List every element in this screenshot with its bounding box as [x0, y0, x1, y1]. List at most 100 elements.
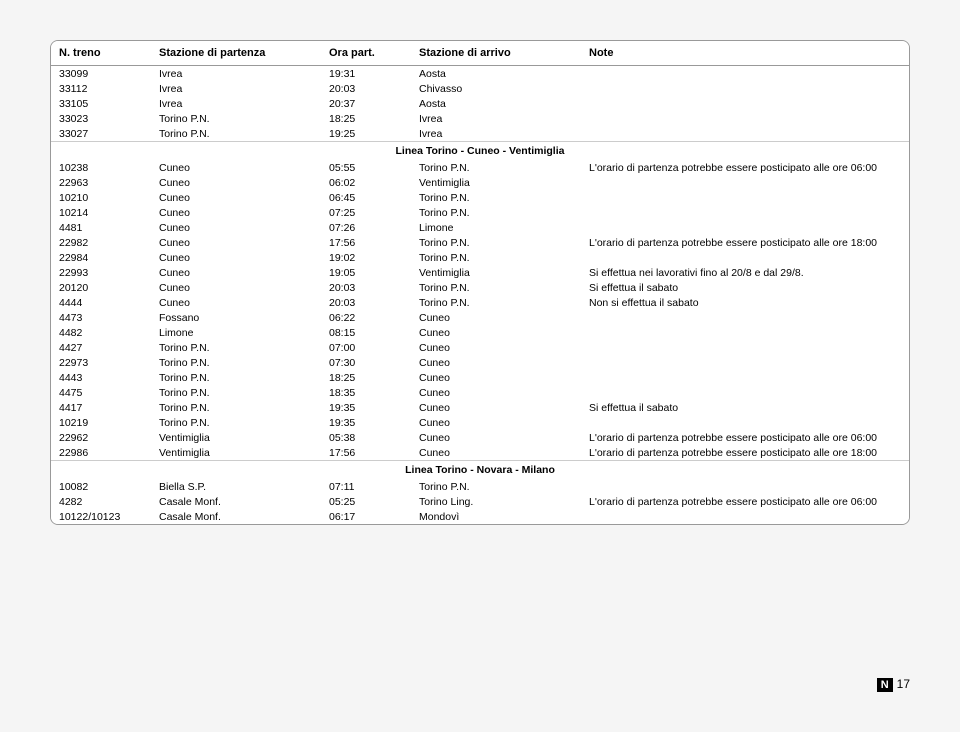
table-row: 10210Cuneo06:45Torino P.N.	[51, 190, 909, 205]
cell-c1: 10219	[51, 415, 151, 430]
cell-c5	[581, 175, 909, 178]
cell-c3: 08:15	[321, 325, 411, 340]
cell-c4: Torino P.N.	[411, 280, 581, 295]
cell-c4: Cuneo	[411, 310, 581, 325]
cell-c5: Si effettua il sabato	[581, 400, 909, 415]
cell-c3: 05:25	[321, 494, 411, 509]
cell-c5	[581, 310, 909, 313]
table-row: 10122/10123Casale Monf.06:17Mondovì	[51, 509, 909, 524]
header-partenza: Stazione di partenza	[151, 41, 321, 65]
cell-c4: Limone	[411, 220, 581, 235]
cell-c3: 07:30	[321, 355, 411, 370]
cell-c4: Cuneo	[411, 325, 581, 340]
cell-c1: 4282	[51, 494, 151, 509]
cell-c3: 18:25	[321, 111, 411, 126]
cell-c5	[581, 111, 909, 114]
table-row: 4444Cuneo20:03Torino P.N.Non si effettua…	[51, 295, 909, 310]
timetable: N. treno Stazione di partenza Ora part. …	[50, 40, 910, 525]
cell-c2: Ivrea	[151, 66, 321, 81]
cell-c3: 06:45	[321, 190, 411, 205]
cell-c2: Torino P.N.	[151, 400, 321, 415]
cell-c2: Ivrea	[151, 96, 321, 111]
cell-c2: Torino P.N.	[151, 355, 321, 370]
cell-c4: Chivasso	[411, 81, 581, 96]
cell-c5	[581, 81, 909, 84]
cell-c4: Mondovì	[411, 509, 581, 524]
cell-c3: 20:03	[321, 280, 411, 295]
cell-c2: Torino P.N.	[151, 415, 321, 430]
table-row: 22973Torino P.N.07:30Cuneo	[51, 355, 909, 370]
cell-c4: Ventimiglia	[411, 175, 581, 190]
table-row: 22993Cuneo19:05VentimigliaSi effettua ne…	[51, 265, 909, 280]
cell-c2: Cuneo	[151, 235, 321, 250]
cell-c5: Si effettua il sabato	[581, 280, 909, 295]
cell-c3: 17:56	[321, 445, 411, 460]
cell-c4: Torino P.N.	[411, 479, 581, 494]
cell-c3: 19:05	[321, 265, 411, 280]
cell-c2: Cuneo	[151, 175, 321, 190]
table-row: 4473Fossano06:22Cuneo	[51, 310, 909, 325]
cell-c5	[581, 385, 909, 388]
cell-c1: 33099	[51, 66, 151, 81]
section-title: Linea Torino - Cuneo - Ventimiglia	[51, 142, 909, 160]
cell-c3: 07:26	[321, 220, 411, 235]
cell-c5	[581, 415, 909, 418]
cell-c5: L'orario di partenza potrebbe essere pos…	[581, 160, 909, 175]
cell-c1: 22962	[51, 430, 151, 445]
cell-c5: Non si effettua il sabato	[581, 295, 909, 310]
cell-c4: Torino P.N.	[411, 160, 581, 175]
cell-c5	[581, 479, 909, 482]
cell-c3: 19:31	[321, 66, 411, 81]
header-treno: N. treno	[51, 41, 151, 65]
cell-c1: 4443	[51, 370, 151, 385]
cell-c1: 4481	[51, 220, 151, 235]
table-header: N. treno Stazione di partenza Ora part. …	[51, 41, 909, 66]
cell-c5	[581, 96, 909, 99]
cell-c2: Torino P.N.	[151, 385, 321, 400]
cell-c5	[581, 190, 909, 193]
table-row: 22986Ventimiglia17:56CuneoL'orario di pa…	[51, 445, 909, 460]
cell-c1: 4444	[51, 295, 151, 310]
cell-c1: 4427	[51, 340, 151, 355]
cell-c5: L'orario di partenza potrebbe essere pos…	[581, 235, 909, 250]
cell-c3: 19:35	[321, 415, 411, 430]
table-row: 4443Torino P.N.18:25Cuneo	[51, 370, 909, 385]
cell-c1: 22963	[51, 175, 151, 190]
cell-c3: 07:11	[321, 479, 411, 494]
cell-c1: 33112	[51, 81, 151, 96]
cell-c1: 22973	[51, 355, 151, 370]
cell-c4: Cuneo	[411, 400, 581, 415]
cell-c2: Cuneo	[151, 280, 321, 295]
cell-c5	[581, 126, 909, 129]
table-row: 10238Cuneo05:55Torino P.N.L'orario di pa…	[51, 160, 909, 175]
cell-c5	[581, 370, 909, 373]
table-row: 22962Ventimiglia05:38CuneoL'orario di pa…	[51, 430, 909, 445]
table-row: 33023Torino P.N.18:25Ivrea	[51, 111, 909, 126]
cell-c2: Ivrea	[151, 81, 321, 96]
cell-c2: Cuneo	[151, 250, 321, 265]
cell-c1: 20120	[51, 280, 151, 295]
cell-c2: Cuneo	[151, 190, 321, 205]
cell-c3: 17:56	[321, 235, 411, 250]
cell-c3: 06:17	[321, 509, 411, 524]
cell-c5	[581, 340, 909, 343]
table-row: 4427Torino P.N.07:00Cuneo	[51, 340, 909, 355]
cell-c4: Cuneo	[411, 415, 581, 430]
cell-c2: Biella S.P.	[151, 479, 321, 494]
header-arrivo: Stazione di arrivo	[411, 41, 581, 65]
cell-c4: Cuneo	[411, 430, 581, 445]
cell-c4: Ivrea	[411, 126, 581, 141]
cell-c2: Cuneo	[151, 205, 321, 220]
cell-c1: 4475	[51, 385, 151, 400]
cell-c1: 4417	[51, 400, 151, 415]
cell-c1: 10210	[51, 190, 151, 205]
cell-c4: Torino Ling.	[411, 494, 581, 509]
cell-c2: Ventimiglia	[151, 430, 321, 445]
cell-c4: Ventimiglia	[411, 265, 581, 280]
cell-c4: Cuneo	[411, 340, 581, 355]
cell-c4: Ivrea	[411, 111, 581, 126]
cell-c3: 20:03	[321, 81, 411, 96]
cell-c3: 07:00	[321, 340, 411, 355]
header-ora: Ora part.	[321, 41, 411, 65]
table-row: 4282Casale Monf.05:25Torino Ling.L'orari…	[51, 494, 909, 509]
